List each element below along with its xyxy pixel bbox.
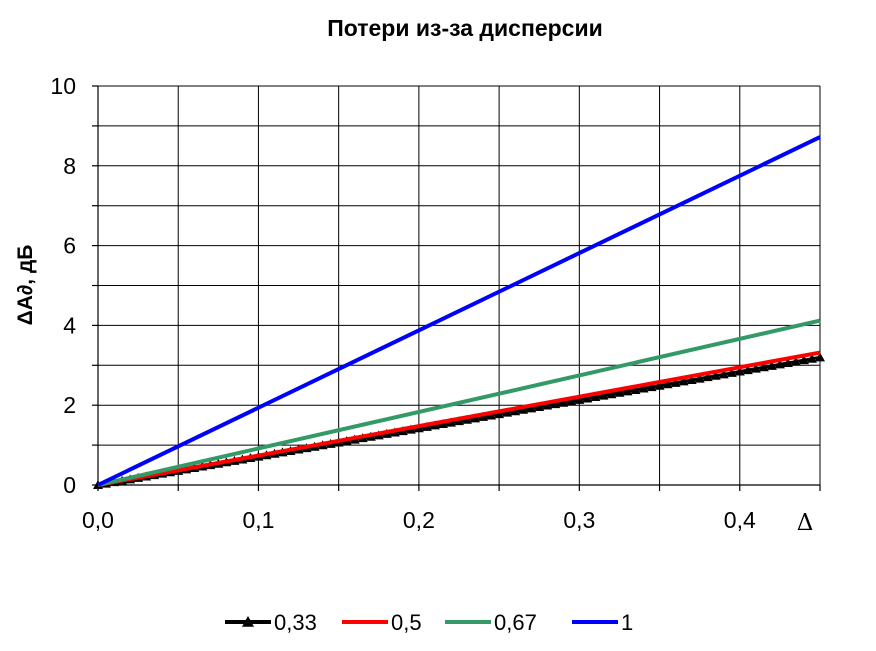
- series-marker-0: [790, 356, 801, 366]
- series-marker-0: [718, 369, 729, 379]
- y-tick-label: 0: [63, 472, 76, 498]
- legend-label-2: 0,67: [494, 610, 537, 635]
- series-marker-0: [550, 399, 561, 409]
- series-marker-0: [566, 396, 577, 406]
- series-marker-0: [734, 366, 745, 376]
- series-marker-0: [678, 376, 689, 386]
- series-marker-0: [815, 352, 825, 362]
- x-tick-label: 0,2: [403, 507, 435, 533]
- legend: 0,33 0,5 0,67 1: [225, 610, 633, 635]
- y-tick-label: 8: [63, 153, 76, 179]
- series-marker-0: [542, 400, 553, 410]
- series-marker-0: [766, 360, 777, 370]
- series-marker-0: [654, 380, 665, 390]
- series-marker-0: [638, 383, 649, 393]
- series-marker-0: [526, 403, 537, 413]
- grid: [98, 85, 821, 485]
- series-marker-0: [750, 363, 761, 373]
- series-marker-0: [574, 394, 585, 404]
- series-marker-0: [510, 406, 521, 416]
- chart-title: Потери из-за дисперсии: [327, 15, 603, 41]
- series-marker-0: [534, 401, 545, 411]
- y-tick-label: 10: [50, 73, 76, 99]
- series-marker-0: [622, 386, 633, 396]
- series-marker-0: [582, 393, 593, 403]
- x-tick-label: 0,1: [242, 507, 274, 533]
- legend-label-3: 1: [621, 610, 633, 635]
- series-marker-0: [686, 375, 697, 385]
- series-marker-0: [614, 387, 625, 397]
- series-marker-0: [758, 362, 769, 372]
- y-axis-label: ΔA∂, дБ: [14, 245, 37, 326]
- series-marker-0: [806, 353, 817, 363]
- series-marker-0: [798, 355, 809, 365]
- series-marker-0: [478, 411, 489, 421]
- series-lines: [93, 135, 825, 489]
- series-marker-0: [630, 384, 641, 394]
- legend-label-0: 0,33: [274, 610, 317, 635]
- series-marker-0: [670, 377, 681, 387]
- series-marker-0: [726, 367, 737, 377]
- series-marker-0: [710, 370, 721, 380]
- series-marker-0: [702, 372, 713, 382]
- tick-labels: 0 2 4 6 8 10 0,0 0,1 0,2 0,3 0,4: [50, 73, 756, 533]
- series-line-1: [97, 350, 821, 487]
- legend-marker-0: [242, 616, 254, 627]
- series-marker-0: [502, 407, 513, 417]
- series-marker-0: [782, 357, 793, 367]
- series-marker-0: [694, 373, 705, 383]
- series-marker-0: [598, 390, 609, 400]
- series-marker-0: [742, 365, 753, 375]
- series-line-3: [97, 135, 821, 487]
- series-marker-0: [486, 410, 497, 420]
- series-marker-0: [518, 404, 529, 414]
- series-line-2: [97, 318, 821, 487]
- y-tick-label: 4: [63, 312, 76, 338]
- series-marker-0: [606, 389, 617, 399]
- axes: [92, 85, 821, 491]
- series-marker-0: [774, 359, 785, 369]
- x-axis-label: Δ: [797, 510, 814, 536]
- x-tick-label: 0,0: [82, 507, 114, 533]
- series-marker-0: [662, 379, 673, 389]
- series-marker-0: [646, 382, 657, 392]
- series-marker-0: [590, 392, 601, 402]
- y-tick-label: 2: [63, 392, 76, 418]
- series-marker-0: [494, 409, 505, 419]
- series-marker-0: [558, 397, 569, 407]
- y-tick-label: 6: [63, 233, 76, 259]
- x-tick-label: 0,3: [563, 507, 595, 533]
- x-tick-label: 0,4: [724, 507, 756, 533]
- legend-label-1: 0,5: [391, 610, 422, 635]
